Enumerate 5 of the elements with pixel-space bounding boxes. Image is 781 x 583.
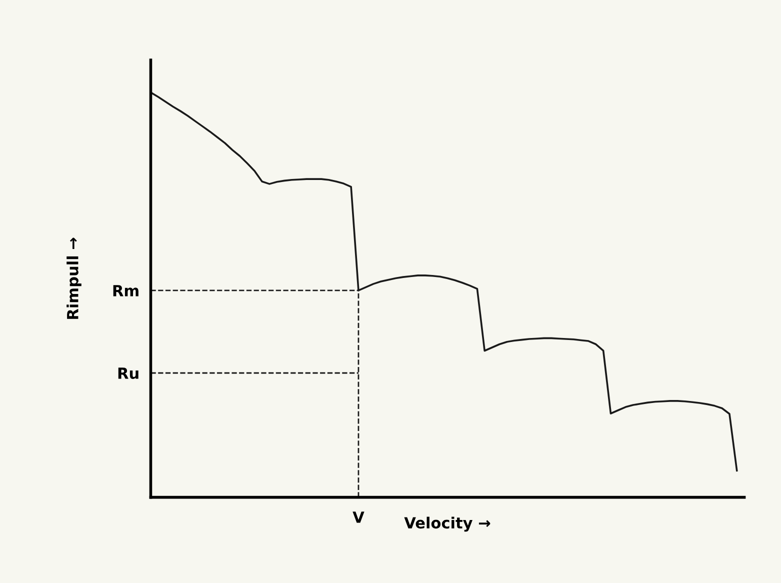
ref-line-label: Rm — [113, 285, 138, 296]
text: V — [352, 512, 364, 523]
ref-line-label: Ru — [118, 368, 138, 380]
x-axis-title: Velocity → — [404, 516, 490, 532]
y-axis-title: Rimpull → — [66, 238, 82, 319]
